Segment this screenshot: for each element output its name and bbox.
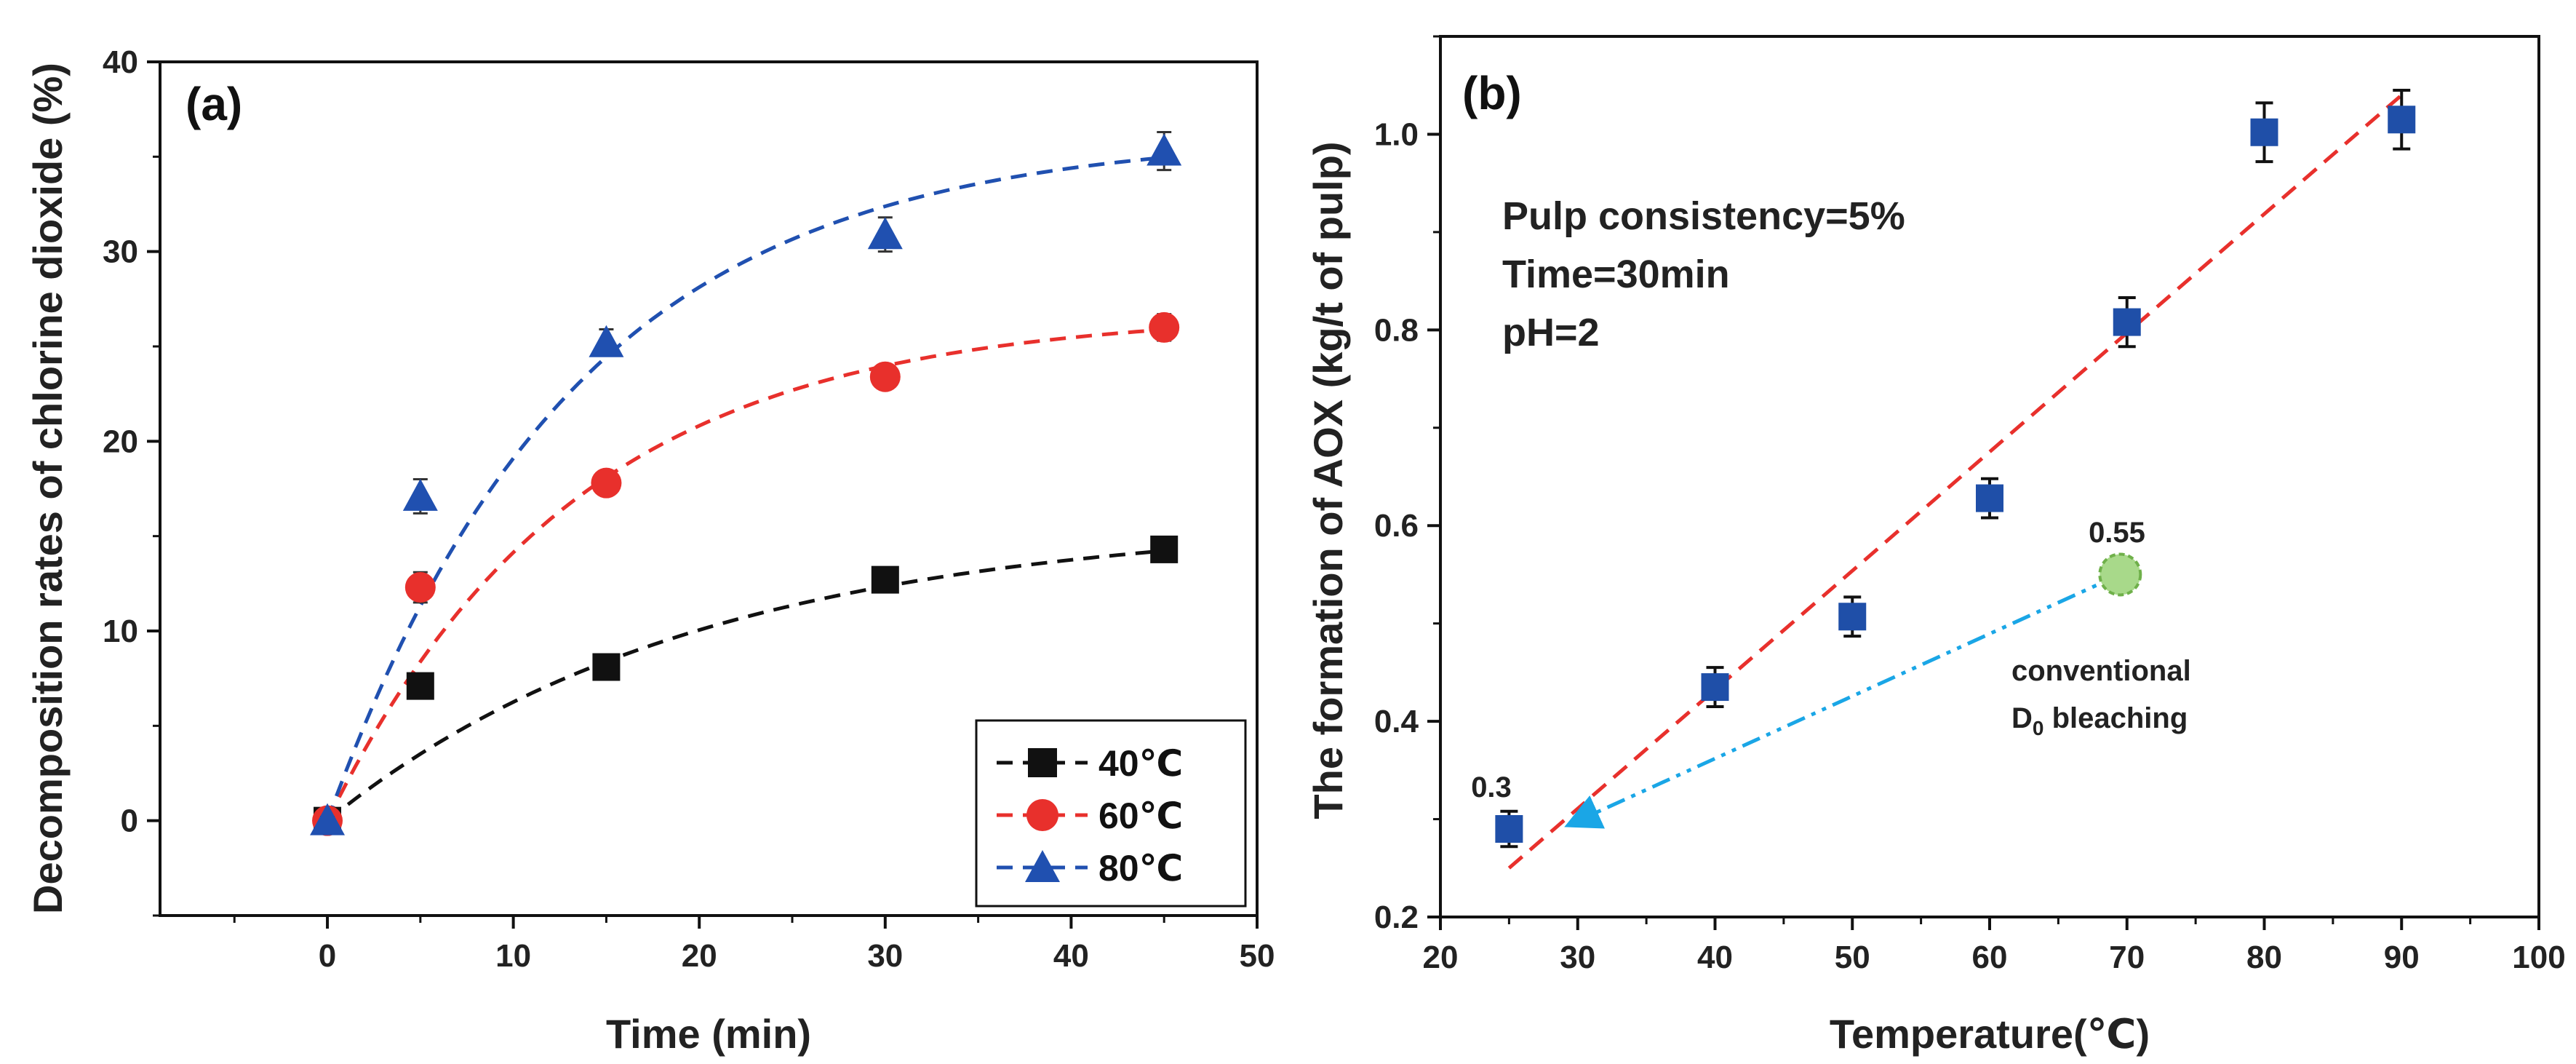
condition-time: Time=30min — [1502, 253, 1730, 296]
aox-data-point — [2388, 106, 2416, 134]
x-tick-label-a: 20 — [682, 938, 717, 974]
data-point-60c — [1149, 311, 1180, 343]
panel-a-label: (a) — [186, 78, 242, 130]
x-tick-label-b: 20 — [1423, 940, 1459, 975]
x-tick-label-b: 100 — [2512, 940, 2565, 975]
y-tick-label-b: 0.6 — [1374, 508, 1419, 544]
condition-ph: pH=2 — [1502, 311, 1600, 354]
panel-a-data-points — [310, 130, 1182, 836]
legend-item-60c: 60℃ — [997, 795, 1183, 836]
aox-data-point — [1495, 815, 1523, 843]
aox-data-point — [2113, 308, 2141, 336]
y-tick-label-b: 0.4 — [1374, 704, 1419, 739]
panel-b-y-axis-title: The formation of AOX (kg/t of pulp) — [1305, 141, 1351, 819]
panel-b-conditions: Pulp consistency=5% Time=30min pH=2 — [1502, 194, 1905, 354]
label-conventional-value: 0.55 — [2089, 517, 2145, 549]
panel-b-label: (b) — [1462, 67, 1522, 119]
panel-b-ticks: 20 30 40 50 60 70 80 90 100 0.2 0.4 0.6 0.8 1.0 — [1374, 35, 2566, 975]
data-point-60c — [591, 467, 622, 499]
legend-label-40c: 40℃ — [1098, 743, 1183, 784]
y-tick-label-a: 40 — [103, 44, 138, 80]
fit-curve-2 — [325, 155, 1165, 822]
conventional-bleaching-point — [2098, 552, 2142, 597]
aox-data-point — [1701, 673, 1729, 702]
label-conventional-line2: D0 bleaching — [2011, 702, 2188, 739]
aox-data-point — [1976, 484, 2003, 512]
x-tick-label-a: 30 — [867, 938, 903, 974]
legend-item-40c: 40℃ — [997, 743, 1183, 784]
panel-b-lines — [1507, 93, 2403, 870]
condition-pulp-consistency: Pulp consistency=5% — [1502, 194, 1905, 238]
x-tick-label-a: 50 — [1240, 938, 1275, 974]
x-tick-label-b: 70 — [2109, 940, 2145, 975]
panel-a-chart: 0 10 20 30 40 50 0 10 20 30 40 (a) Time (min) Deco… — [25, 44, 1275, 1057]
x-tick-label-b: 40 — [1697, 940, 1733, 975]
x-tick-label-a: 0 — [319, 938, 336, 974]
x-tick-label-b: 90 — [2384, 940, 2420, 975]
data-point-40c — [871, 565, 899, 594]
data-point-80c — [867, 217, 903, 250]
data-point-40c — [592, 653, 621, 681]
legend-item-80c: 80℃ — [997, 848, 1183, 889]
x-tick-label-b: 50 — [1835, 940, 1870, 975]
data-point-80c — [589, 325, 624, 357]
data-point-40c — [406, 672, 434, 700]
data-point-40c — [1150, 535, 1179, 563]
label-conventional-line1: conventional — [2011, 655, 2191, 687]
x-tick-label-a: 10 — [495, 938, 531, 974]
panel-a-y-axis-title: Decomposition rates of chlorine dioxide … — [25, 63, 71, 914]
x-tick-label-b: 30 — [1560, 940, 1595, 975]
data-point-80c — [402, 478, 438, 511]
aox-data-point — [1838, 603, 1867, 631]
x-tick-label-b: 60 — [1972, 940, 2008, 975]
panel-a-legend: 40℃ 60℃ 80℃ — [975, 719, 1247, 908]
fit-curve-1 — [325, 327, 1165, 822]
data-point-80c — [310, 803, 346, 835]
legend-label-60c: 60℃ — [1098, 795, 1183, 836]
panel-b-x-axis-title: Temperature(℃) — [1830, 1011, 2150, 1057]
x-tick-label-b: 80 — [2246, 940, 2282, 975]
label-bleaching: bleaching — [2043, 702, 2188, 734]
y-tick-label-a: 0 — [121, 803, 138, 839]
legend-label-80c: 80℃ — [1098, 848, 1183, 889]
label-low-value: 0.3 — [1471, 771, 1512, 803]
linear-fit-line — [1507, 93, 2403, 870]
legend-marker-80c — [1025, 850, 1060, 882]
y-tick-label-b: 0.2 — [1374, 900, 1419, 935]
label-d-subscript: 0 — [2033, 717, 2044, 739]
label-d-main: D — [2011, 702, 2033, 734]
y-tick-label-a: 10 — [103, 614, 138, 649]
data-point-60c — [869, 361, 901, 392]
y-tick-label-a: 20 — [103, 424, 138, 459]
data-point-80c — [1147, 133, 1182, 166]
panel-a-fit-curves — [325, 155, 1165, 822]
y-tick-label-a: 30 — [103, 234, 138, 270]
legend-marker-60c — [1026, 799, 1058, 831]
fit-curve-0 — [326, 549, 1165, 822]
y-tick-label-b: 1.0 — [1374, 116, 1419, 152]
conventional-arrow — [1564, 573, 2121, 829]
data-point-60c — [404, 572, 436, 603]
legend-marker-40c — [1028, 748, 1057, 777]
panel-a-ticks: 0 10 20 30 40 50 0 10 20 30 40 — [103, 44, 1275, 974]
legend-box — [975, 719, 1247, 908]
panel-b-data-points — [1495, 88, 2416, 849]
panel-a-x-axis-title: Time (min) — [606, 1011, 811, 1057]
y-tick-label-b: 0.8 — [1374, 312, 1419, 348]
panel-b-chart: 20 30 40 50 60 70 80 90 100 0.2 0.4 0.6 0.8 1.0 (b) T… — [1305, 35, 2566, 1057]
x-tick-label-a: 40 — [1053, 938, 1089, 974]
panel-a-plot-frame — [159, 60, 1259, 917]
aox-data-point — [2250, 118, 2278, 146]
